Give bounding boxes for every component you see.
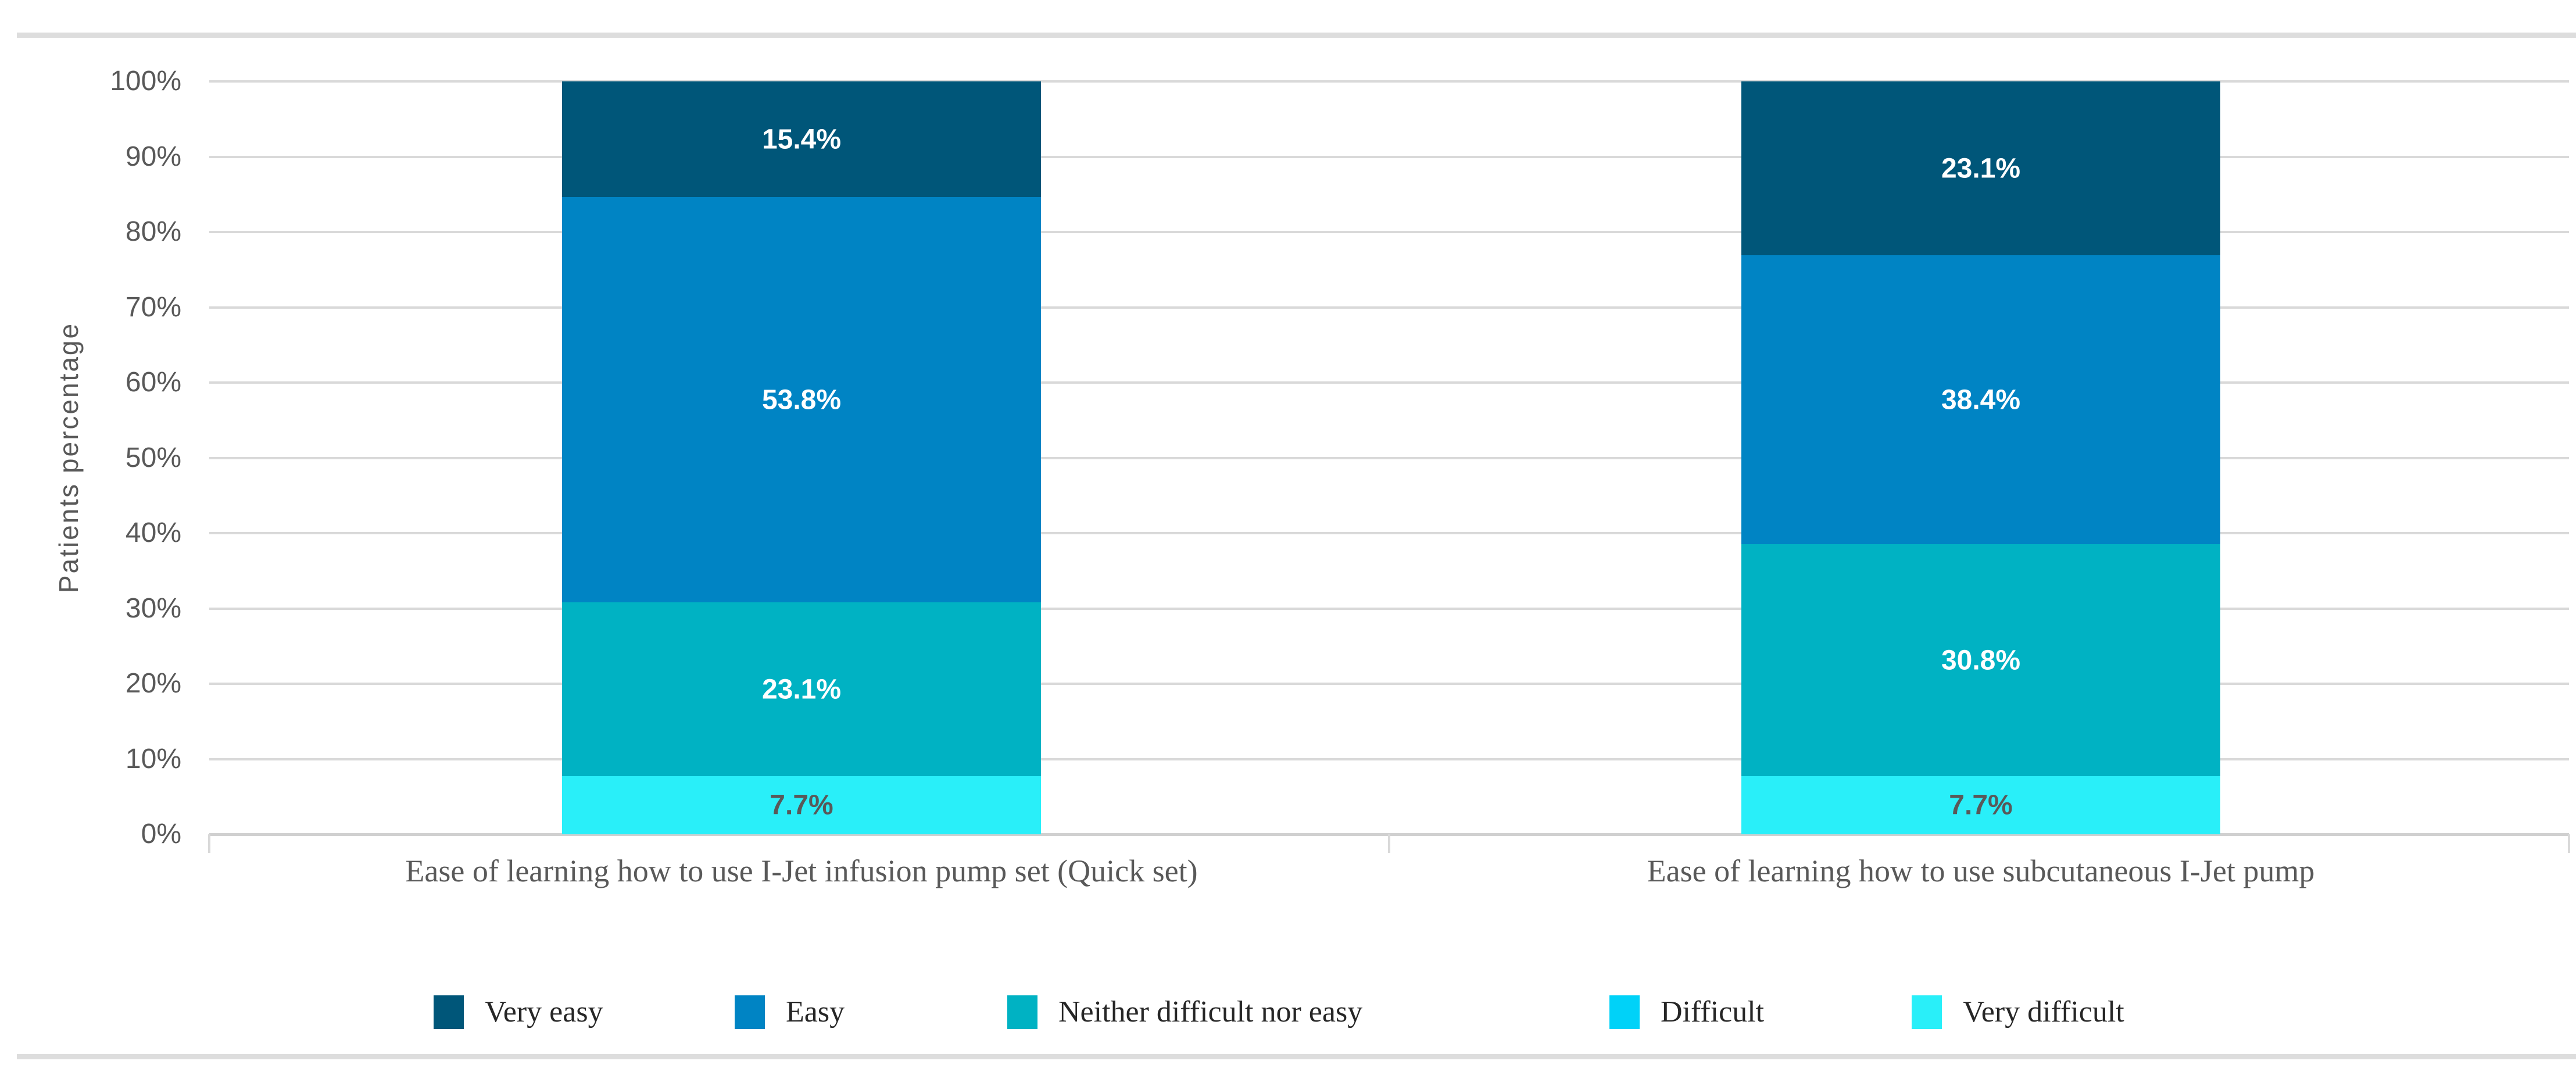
- legend-item-neither-difficult-nor-easy: Neither difficult nor easy: [1007, 995, 1362, 1029]
- legend-label: Very easy: [485, 995, 603, 1028]
- bar-segment-easy: [1741, 255, 2220, 545]
- bar-segment-very-difficult: [1741, 776, 2220, 834]
- data-label: 23.1%: [761, 674, 842, 705]
- legend-item-difficult: Difficult: [1609, 995, 1764, 1029]
- y-tick-label: 90%: [125, 141, 181, 172]
- bar-segment-very-easy: [1741, 81, 2220, 256]
- legend-swatch-icon: [434, 995, 464, 1029]
- gridline: [209, 758, 2569, 760]
- gridline: [209, 306, 2569, 309]
- gridline: [209, 231, 2569, 233]
- y-tick-label: 50%: [125, 442, 181, 473]
- data-label: 7.7%: [770, 790, 833, 821]
- x-axis-tick: [208, 834, 210, 853]
- legend-label: Easy: [786, 995, 845, 1028]
- y-tick-label: 60%: [125, 367, 181, 398]
- data-label: 15.4%: [761, 124, 842, 155]
- category-label: Ease of learning how to use subcutaneous…: [1647, 853, 2315, 888]
- y-tick-label: 20%: [125, 668, 181, 699]
- x-axis-tick: [1388, 834, 1390, 853]
- figure-top-border: [17, 33, 2576, 38]
- gridline: [209, 532, 2569, 534]
- legend-item-very-easy: Very easy: [434, 995, 603, 1029]
- data-label: 38.4%: [1941, 384, 2021, 416]
- y-tick-label: 30%: [125, 592, 181, 624]
- bar-segment-neither-difficult-nor-easy: [562, 602, 1041, 777]
- gridline: [209, 456, 2569, 459]
- y-tick-label: 80%: [125, 216, 181, 247]
- y-tick-label: 0%: [141, 819, 181, 849]
- x-axis-tick: [2568, 834, 2570, 853]
- y-tick-label: 40%: [125, 517, 181, 548]
- legend-item-easy: Easy: [735, 995, 845, 1029]
- legend-label: Difficult: [1661, 995, 1765, 1028]
- bar-segment-very-difficult: [562, 776, 1041, 834]
- legend-swatch-icon: [1007, 995, 1037, 1029]
- gridline: [209, 155, 2569, 158]
- gridline: [209, 381, 2569, 384]
- y-tick-label: 70%: [125, 291, 181, 323]
- legend-item-very-difficult: Very difficult: [1912, 995, 2124, 1029]
- bar-segment-neither-difficult-nor-easy: [1741, 544, 2220, 777]
- category-label: Ease of learning how to use I-Jet infusi…: [405, 853, 1198, 888]
- bar-segment-easy: [562, 197, 1041, 603]
- legend-swatch-icon: [1912, 995, 1942, 1029]
- y-tick-label: 10%: [125, 743, 181, 774]
- legend-label: Neither difficult nor easy: [1058, 995, 1363, 1028]
- gridline: [209, 607, 2569, 610]
- figure-bottom-border: [17, 1054, 2576, 1059]
- data-label: 23.1%: [1941, 153, 2021, 184]
- gridline: [209, 683, 2569, 685]
- legend-swatch-icon: [1609, 995, 1640, 1029]
- gridline: [209, 80, 2569, 83]
- data-label: 30.8%: [1941, 645, 2021, 676]
- data-label: 7.7%: [1949, 790, 2013, 821]
- bar-segment-very-easy: [562, 81, 1041, 198]
- legend-label: Very difficult: [1963, 995, 2124, 1028]
- legend-swatch-icon: [735, 995, 765, 1029]
- y-tick-label: 100%: [110, 66, 181, 97]
- data-label: 53.8%: [761, 384, 842, 416]
